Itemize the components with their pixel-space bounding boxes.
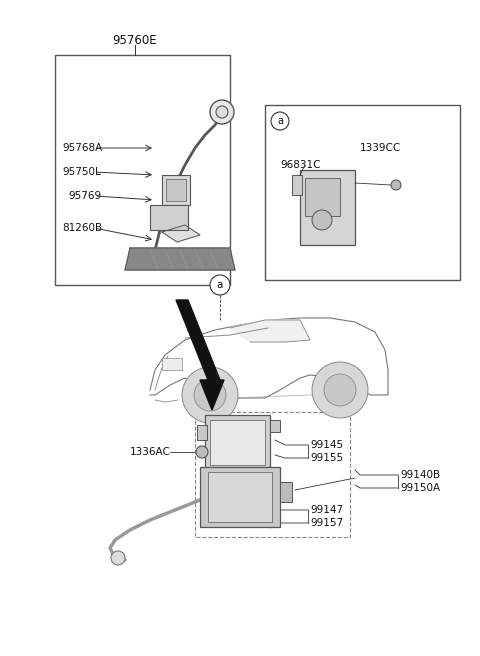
Bar: [292, 175, 302, 195]
Bar: [55, 55, 230, 285]
Circle shape: [210, 100, 234, 124]
Bar: [208, 472, 272, 522]
Bar: [280, 482, 292, 502]
Bar: [162, 358, 182, 370]
Circle shape: [196, 446, 208, 458]
Bar: [210, 420, 265, 465]
Circle shape: [312, 210, 332, 230]
Text: 99140B: 99140B: [400, 470, 440, 480]
Text: a: a: [217, 280, 223, 290]
Text: 99150A: 99150A: [400, 483, 440, 493]
Text: 99145: 99145: [310, 440, 343, 450]
Bar: [300, 170, 355, 245]
Bar: [162, 175, 190, 205]
Polygon shape: [162, 225, 200, 242]
Bar: [200, 467, 280, 527]
Polygon shape: [150, 318, 388, 398]
Bar: [197, 425, 207, 440]
Bar: [195, 412, 350, 537]
Bar: [166, 179, 186, 201]
Circle shape: [194, 379, 226, 411]
Circle shape: [391, 180, 401, 190]
Circle shape: [210, 275, 230, 295]
Bar: [305, 178, 340, 216]
Bar: [150, 205, 188, 230]
Text: 95769: 95769: [68, 191, 101, 201]
Polygon shape: [230, 320, 310, 342]
Text: 81260B: 81260B: [62, 223, 102, 233]
Polygon shape: [125, 248, 235, 270]
Polygon shape: [200, 380, 224, 410]
Circle shape: [271, 112, 289, 130]
Circle shape: [312, 362, 368, 418]
Polygon shape: [176, 300, 220, 380]
Text: 1339CC: 1339CC: [360, 143, 401, 153]
Text: a: a: [277, 116, 283, 126]
Circle shape: [111, 551, 125, 565]
Text: 95750L: 95750L: [62, 167, 101, 177]
Text: 99157: 99157: [310, 518, 343, 528]
Bar: [205, 415, 270, 470]
Circle shape: [216, 106, 228, 118]
Text: 95768A: 95768A: [62, 143, 102, 153]
Text: 95760E: 95760E: [113, 33, 157, 47]
Circle shape: [182, 367, 238, 423]
Circle shape: [324, 374, 356, 406]
Text: 96831C: 96831C: [280, 160, 321, 170]
Text: 1336AC: 1336AC: [130, 447, 171, 457]
Text: 99147: 99147: [310, 505, 343, 515]
Bar: [265, 105, 460, 280]
Text: 99155: 99155: [310, 453, 343, 463]
Bar: [270, 420, 280, 432]
